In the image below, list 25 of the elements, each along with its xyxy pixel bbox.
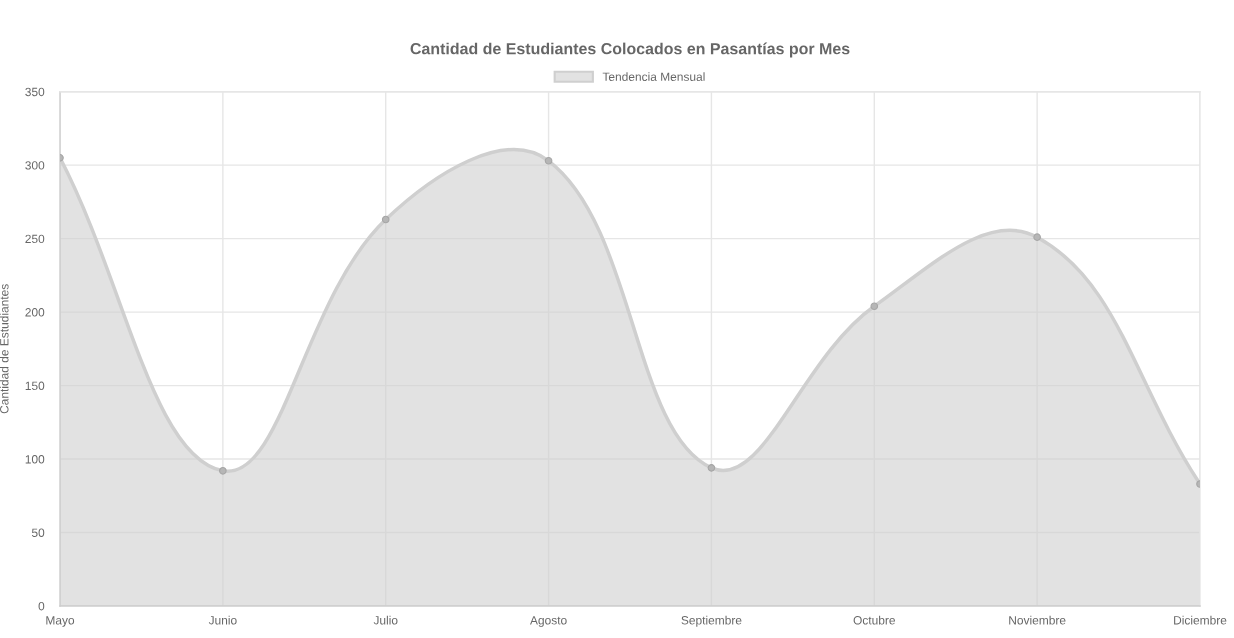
x-tick-label: Noviembre	[1009, 615, 1066, 625]
y-tick-label: 200	[25, 308, 45, 317]
y-tick-label: 0	[38, 601, 45, 611]
y-tick-label: 150	[25, 381, 45, 391]
y-tick-label: 300	[25, 161, 45, 170]
point	[707, 464, 716, 472]
y-tick-label: 100	[25, 455, 45, 464]
y-tick-label: 350	[25, 87, 45, 97]
point	[544, 156, 553, 165]
x-tick-label: Junio	[208, 615, 237, 625]
x-tick-label: Mayo	[46, 616, 75, 627]
point	[381, 215, 390, 224]
point	[219, 467, 227, 475]
x-tick-label: Octubre	[853, 615, 895, 625]
chart-title: Cantidad de Estudiantes Colocados en Pasantías por Mes	[410, 42, 850, 58]
x-tick-label: Agosto	[530, 616, 567, 627]
y-tick-label: 50	[31, 528, 45, 537]
x-tick-label: Diciembre	[1174, 615, 1227, 625]
point	[870, 302, 879, 311]
x-tick-label: Septiembre	[681, 615, 742, 627]
y-axis-title: Cantidad de Estudiantes	[0, 284, 9, 414]
y-tick-label: 250	[25, 234, 45, 244]
legend-label: Tendencia Mensual	[602, 72, 705, 81]
point	[1033, 233, 1041, 241]
x-tick-label: Julio	[373, 615, 398, 625]
